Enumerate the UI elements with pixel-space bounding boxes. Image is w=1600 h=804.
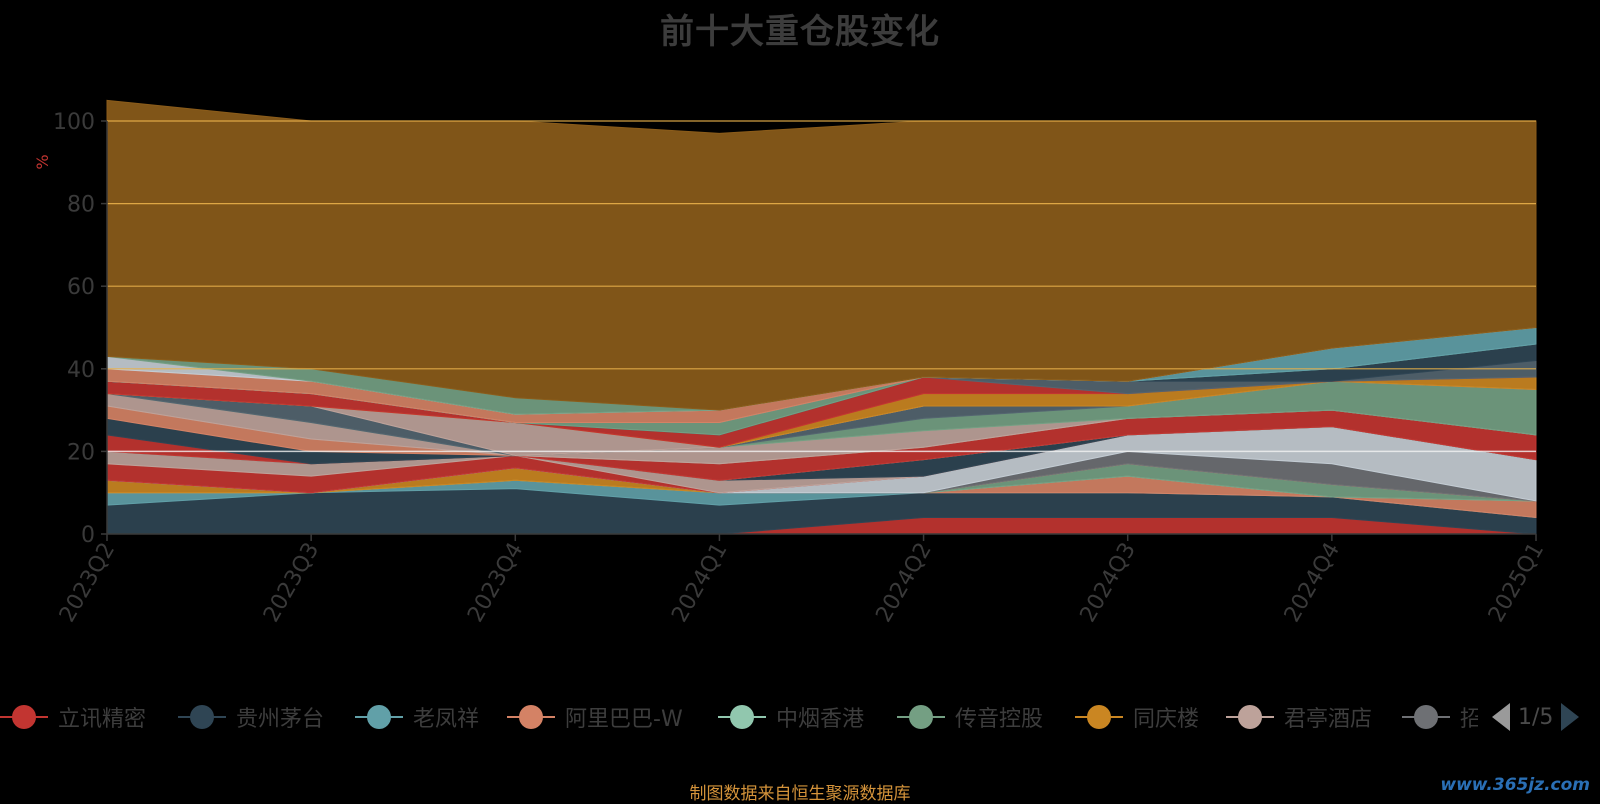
x-tick-label: 2024Q2 [871, 539, 936, 627]
legend-label: 老凤祥 [413, 707, 480, 732]
legend-item[interactable]: 传音控股 [897, 700, 1043, 734]
legend-marker-icon [355, 704, 403, 730]
legend-page-indicator: 1/5 [1518, 704, 1554, 730]
legend-marker-icon [1226, 704, 1274, 730]
y-tick-label: 80 [67, 193, 95, 218]
legend-label: 传音控股 [955, 707, 1044, 732]
legend-marker-icon [507, 704, 555, 730]
legend-item[interactable]: 立讯精密 [0, 700, 146, 734]
legend-next-page-button[interactable] [1561, 703, 1580, 731]
legend: 立讯精密 贵州茅台 老凤祥 阿里巴巴-W 中烟香港 传音控股 同庆楼 君亭酒店 招 [0, 700, 1600, 740]
legend-prev-page-button[interactable] [1492, 703, 1510, 731]
x-tick-label: 2023Q4 [463, 539, 528, 627]
legend-item[interactable]: 同庆楼 [1075, 700, 1199, 734]
area-series-group [106, 99, 1537, 535]
legend-label: 立讯精密 [58, 707, 147, 732]
legend-marker-icon [1075, 704, 1123, 730]
x-tick-label: 2023Q2 [55, 539, 120, 627]
legend-marker-icon [897, 704, 945, 730]
y-tick-label: 40 [67, 358, 95, 383]
legend-item[interactable]: 老凤祥 [355, 700, 479, 734]
y-tick-label: 0 [81, 523, 95, 548]
legend-label: 君亭酒店 [1284, 707, 1373, 732]
y-tick-label: 20 [67, 440, 95, 465]
legend-marker-icon [178, 704, 226, 730]
legend-item[interactable]: 中烟香港 [718, 700, 864, 734]
legend-label: 阿里巴巴-W [565, 707, 683, 732]
y-tick-label: 60 [67, 275, 95, 300]
y-tick-label: 100 [53, 110, 95, 135]
legend-items: 立讯精密 贵州茅台 老凤祥 阿里巴巴-W 中烟香港 传音控股 同庆楼 君亭酒店 招 [0, 700, 1478, 740]
x-tick-label: 2024Q4 [1280, 539, 1345, 627]
x-tick-label: 2024Q3 [1076, 539, 1141, 627]
legend-item[interactable]: 招 [1402, 700, 1478, 734]
chart-title: 前十大重仓股变化 [660, 12, 940, 52]
y-axis-label: % [33, 154, 52, 169]
legend-marker-icon [718, 704, 766, 730]
x-tick-label: 2024Q1 [667, 539, 732, 627]
stacked-area-chart: 0 20 40 60 80 100% 2023Q2 2023Q3 2023Q4 2024Q1 202… [33, 99, 1549, 627]
watermark: www.365jz.com [1440, 775, 1590, 795]
legend-item[interactable]: 君亭酒店 [1226, 700, 1372, 734]
legend-item[interactable]: 阿里巴巴-W [507, 700, 683, 734]
legend-label: 贵州茅台 [236, 707, 325, 732]
area-series-31 [106, 99, 1537, 411]
legend-item[interactable]: 贵州茅台 [178, 700, 324, 734]
legend-marker-icon [0, 704, 48, 730]
legend-label: 同庆楼 [1133, 707, 1200, 732]
legend-label: 中烟香港 [776, 707, 865, 732]
x-tick-label: 2025Q1 [1484, 539, 1549, 627]
legend-marker-icon [1402, 704, 1450, 730]
source-note: 制图数据来自恒生聚源数据库 [689, 784, 911, 804]
legend-label: 招 [1460, 707, 1478, 732]
legend-pager: 1/5 [1492, 700, 1580, 734]
x-tick-label: 2023Q3 [259, 539, 324, 627]
grid-lines [107, 120, 1536, 453]
